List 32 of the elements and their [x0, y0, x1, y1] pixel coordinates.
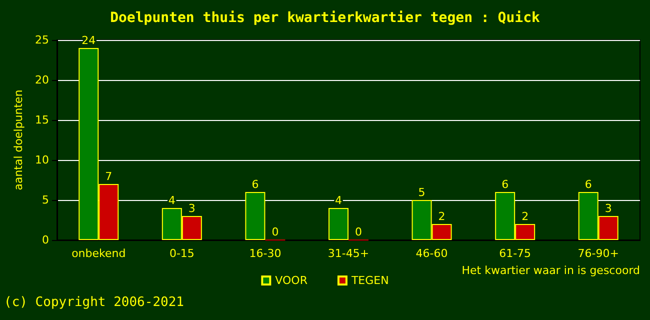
data-label: 6 — [252, 178, 259, 191]
bar — [245, 192, 266, 240]
y-tick-label: 10 — [35, 154, 49, 166]
data-label: 3 — [188, 202, 196, 215]
data-label: 0 — [355, 226, 362, 238]
x-axis-title: Het kwartier waar in is gescoord — [462, 264, 640, 277]
x-tick-label: 16-30 — [249, 247, 282, 260]
y-tick-label: 0 — [42, 234, 49, 246]
y-tick-label: 15 — [35, 114, 49, 126]
x-tick-label: 0-15 — [169, 247, 194, 260]
text: (c) Copyright 2006-2021 — [4, 295, 184, 310]
legend-label: VOOR — [275, 274, 308, 287]
chart-title: Doelpunten thuis per kwartierkwartier tegen : Quick — [110, 10, 540, 26]
data-label: 5 — [418, 186, 426, 199]
x-tick-label: 76-90+ — [578, 247, 619, 260]
y-tick-label: 25 — [35, 34, 49, 46]
data-label: 2 — [522, 210, 529, 223]
data-label: 0 — [272, 226, 279, 238]
x-tick-label: 46-60 — [416, 247, 448, 260]
data-label: 3 — [604, 202, 612, 215]
x-tick-label: 61-75 — [499, 247, 532, 260]
y-tick-label: 20 — [35, 74, 49, 86]
data-label: 6 — [502, 178, 509, 191]
y-axis-title: aantal doelpunten — [12, 90, 26, 190]
y-tick-label: 5 — [42, 194, 49, 206]
x-tick-label: onbekend — [72, 247, 126, 260]
legend-label: TEGEN — [350, 274, 389, 287]
data-label: 2 — [438, 210, 446, 223]
data-label: 7 — [105, 170, 112, 183]
x-tick-label: 31-45+ — [328, 247, 370, 260]
bar — [328, 208, 348, 240]
data-label: 6 — [584, 178, 592, 191]
